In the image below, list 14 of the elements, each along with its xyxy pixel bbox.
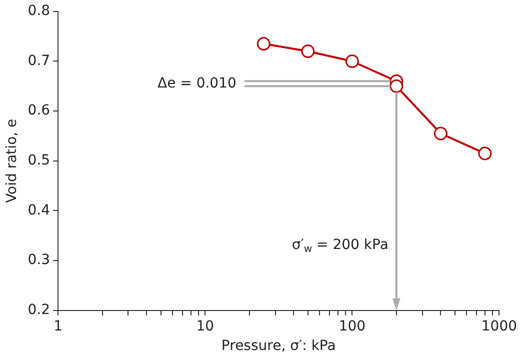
x-tick-label: 100 [338,318,366,334]
y-tick-label: 0.3 [28,252,50,268]
y-tick-label: 0.7 [28,52,50,69]
y-tick-label: 0.8 [28,3,50,20]
x-tick-label: 1 [54,318,63,334]
y-tick-label: 0.5 [28,152,50,169]
y-tick-label: 0.6 [28,102,50,119]
y-tick-label: 0.2 [28,302,50,318]
y-axis-title: Void ratio, e [4,118,20,203]
x-axis-title: Pressure, σ′: kPa [221,338,336,354]
x-tick-label: 1000 [481,318,518,334]
x-tick-label: 10 [196,318,214,334]
annotation: Δe = 0.010 [158,75,236,92]
y-tick-label: 0.4 [28,202,50,218]
